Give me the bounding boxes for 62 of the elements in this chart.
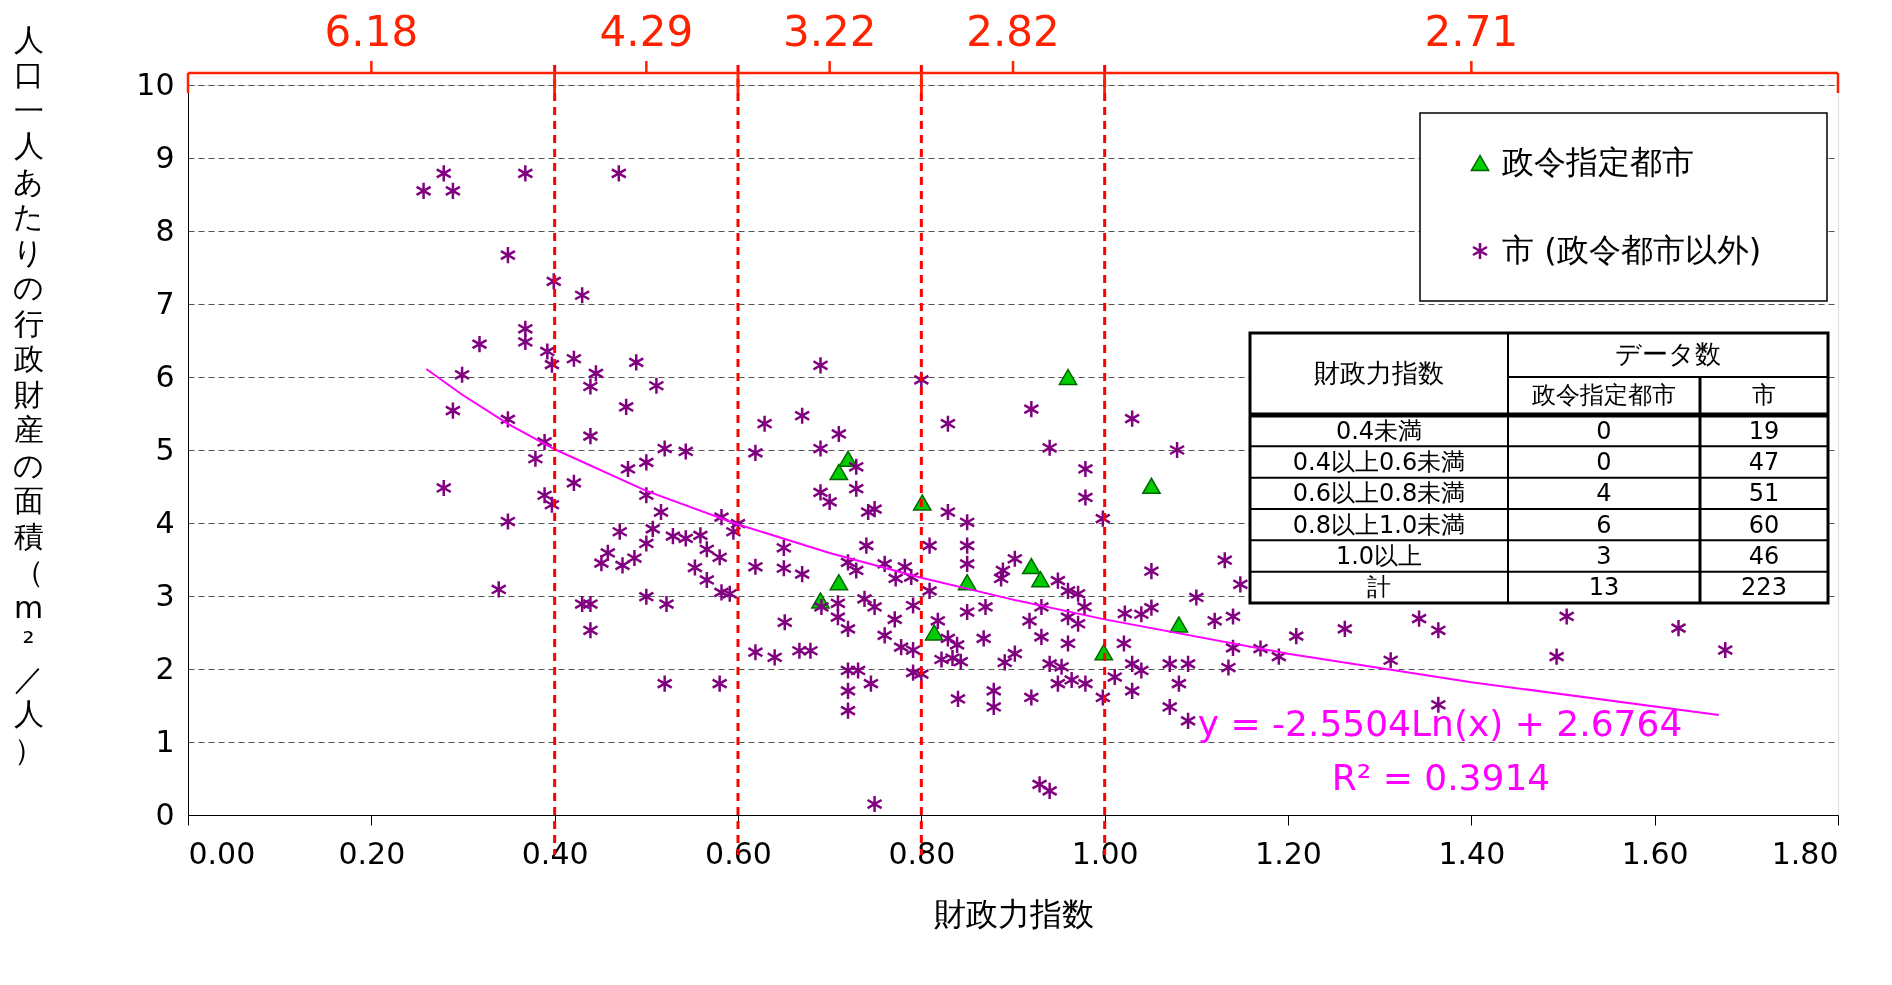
text: 人口一人あたりの行政財産の面積（m²／人） xyxy=(13,21,44,767)
point xyxy=(829,463,849,481)
point xyxy=(1169,616,1189,633)
annotation: 46 xyxy=(1748,542,1780,570)
text: 2.71 xyxy=(1424,7,1519,56)
x-axis-title: 財政力指数 xyxy=(933,894,1094,933)
point xyxy=(1021,557,1041,575)
y-tick-label: 8 xyxy=(155,212,175,248)
x-tick-label: 1.00 xyxy=(1071,835,1139,871)
x-tick-label: 1.40 xyxy=(1438,835,1506,871)
x-tick-label: 0.40 xyxy=(521,835,589,871)
x-tick-label: 0.20 xyxy=(338,835,406,871)
y-tick-label: 7 xyxy=(155,285,175,321)
x-tick-label: 1.60 xyxy=(1621,835,1689,871)
point xyxy=(1058,368,1078,386)
annotation: 6 xyxy=(1596,510,1612,539)
annotation: 60 xyxy=(1748,510,1780,539)
text: 6.18 xyxy=(324,7,419,56)
annotation: 計 xyxy=(1367,573,1391,602)
annotation: y = -2.5504Ln(x) + 2.6764 xyxy=(1197,703,1683,744)
point xyxy=(924,624,944,641)
y-tick-label: 9 xyxy=(155,139,175,175)
text: 3.22 xyxy=(782,7,877,56)
point xyxy=(1031,570,1050,588)
legend-label: 政令指定都市 xyxy=(1502,143,1694,181)
annotation: 4 xyxy=(1596,479,1612,508)
text: 2.82 xyxy=(966,7,1060,56)
y-tick-label: 10 xyxy=(136,66,175,102)
point xyxy=(1142,477,1161,495)
annotation: 47 xyxy=(1748,448,1780,476)
annotation: 3 xyxy=(1596,542,1612,570)
annotation: 0.4以上0.6未満 xyxy=(1292,448,1466,476)
annotation: 1.0以上 xyxy=(1335,542,1423,570)
annotation: 13 xyxy=(1588,573,1620,602)
annotation: データ数 xyxy=(1615,339,1721,369)
annotation: 0.6以上0.8未満 xyxy=(1292,479,1466,508)
annotation: 19 xyxy=(1748,416,1780,445)
x-tick-label: 0.00 xyxy=(188,835,256,871)
annotation: 0 xyxy=(1596,416,1612,445)
x-tick-label: 1.20 xyxy=(1255,835,1322,871)
y-tick-label: 4 xyxy=(155,504,175,540)
y-tick-label: 3 xyxy=(155,577,175,613)
annotation: 0.8以上1.0未満 xyxy=(1292,510,1466,539)
y-tick-label: 1 xyxy=(155,723,175,759)
annotation: 0.4未満 xyxy=(1335,416,1423,445)
y-tick-label: 0 xyxy=(155,796,175,832)
point xyxy=(829,573,849,591)
annotation: 0 xyxy=(1596,448,1612,476)
x-tick-label: 0.80 xyxy=(888,835,956,871)
text: 4.29 xyxy=(599,7,694,56)
y-tick-label: 2 xyxy=(155,650,175,686)
annotation: 政令指定都市 xyxy=(1532,381,1676,409)
x-tick-label: 0.60 xyxy=(705,835,772,871)
annotation: 223 xyxy=(1741,573,1787,602)
y-tick-label: 6 xyxy=(155,358,175,394)
annotation: 51 xyxy=(1748,479,1780,508)
y-tick-label: 5 xyxy=(155,431,175,467)
annotation: 市 xyxy=(1752,381,1776,409)
x-tick-label: 1.80 xyxy=(1771,835,1839,871)
annotation: 財政力指数 xyxy=(1314,358,1444,388)
legend-label: 市 (政令都市以外) xyxy=(1502,231,1762,269)
annotation: R² = 0.3914 xyxy=(1331,757,1551,798)
